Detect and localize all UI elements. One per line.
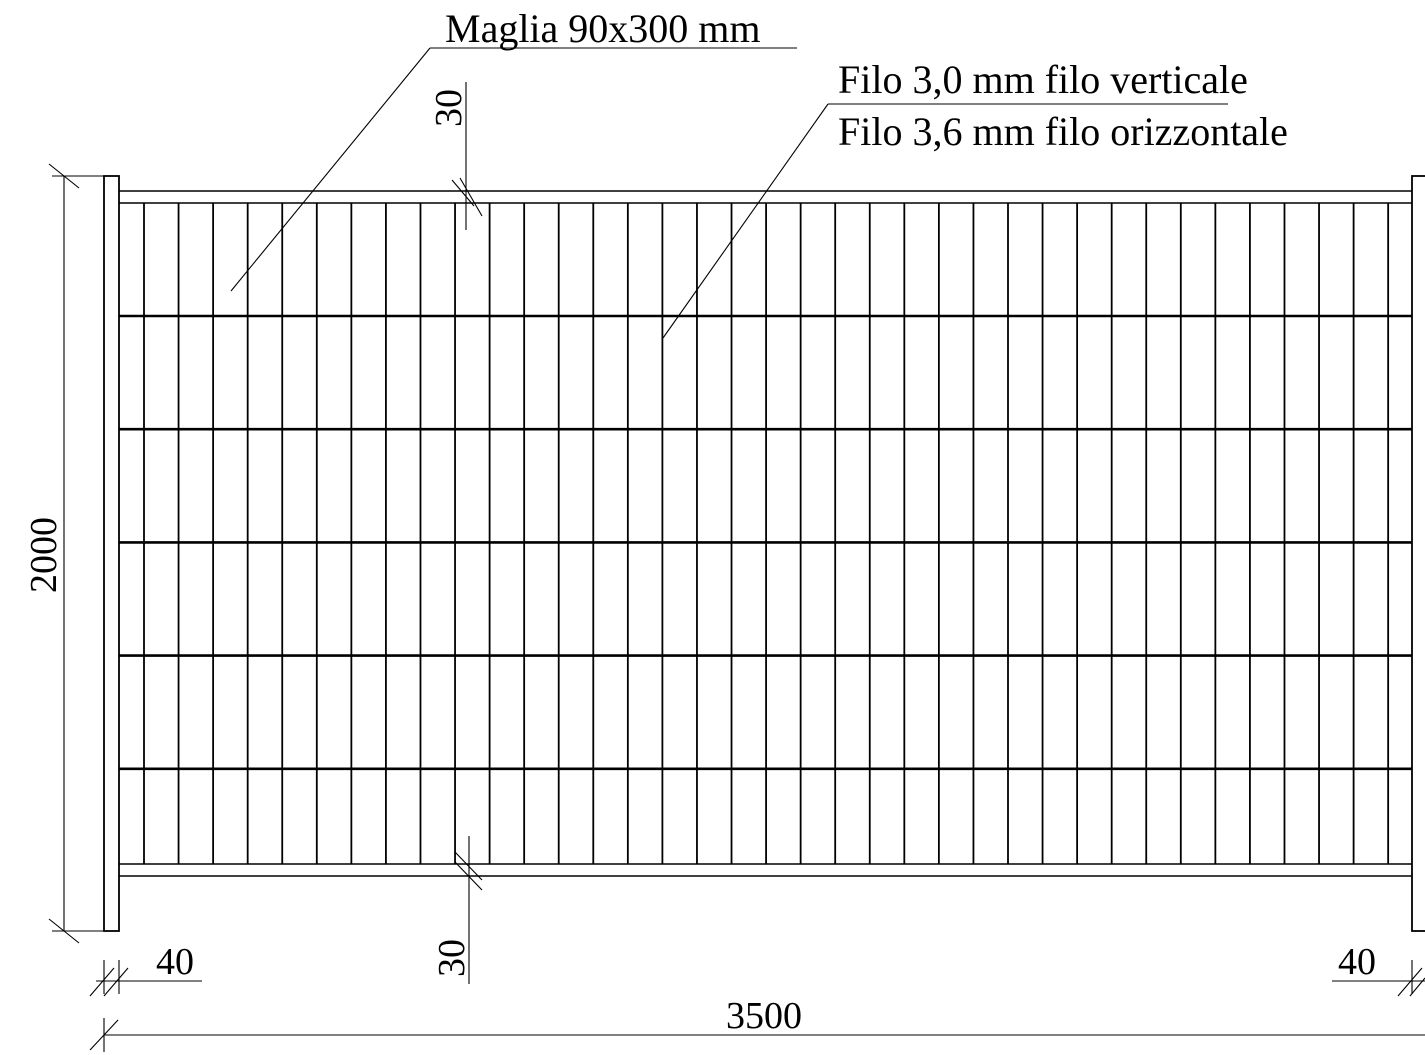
right-post-label: 40	[1338, 941, 1376, 983]
wire-horizontal-label: Filo 3,6 mm filo orizzontale	[838, 109, 1288, 154]
mesh-label: Maglia 90x300 mm	[445, 6, 761, 51]
bottom-rail	[119, 863, 1412, 877]
vertical-wires	[143, 203, 1390, 864]
left-post-label: 40	[156, 941, 194, 983]
right-post	[1411, 175, 1425, 932]
wire-leader	[662, 103, 1228, 339]
width-dimension	[89, 1018, 1425, 1052]
left-post	[103, 175, 120, 932]
bottom-offset-dimension	[454, 836, 483, 984]
bottom-offset-label: 30	[431, 939, 473, 977]
mesh-leader	[230, 47, 797, 292]
top-offset-label: 30	[428, 89, 470, 127]
wire-vertical-label: Filo 3,0 mm filo verticale	[838, 57, 1248, 102]
height-dimension-label: 2000	[23, 517, 65, 593]
top-offset-dimension	[451, 82, 483, 230]
left-post-dimension	[89, 960, 202, 997]
height-dimension	[48, 163, 104, 944]
right-post-dimension	[1332, 960, 1425, 997]
horizontal-wires	[119, 314, 1412, 771]
width-dimension-label: 3500	[726, 995, 802, 1037]
